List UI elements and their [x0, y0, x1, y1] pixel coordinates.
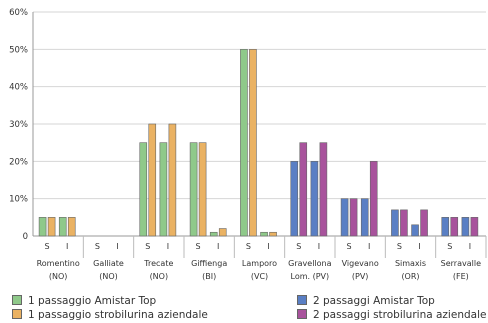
legend-item-2: 1 passaggio strobilurina aziendale	[12, 309, 208, 321]
y-tick-label: 20%	[9, 157, 28, 167]
legend-label: 1 passaggio Amistar Top	[28, 295, 157, 307]
sub-category-label: S	[45, 242, 50, 251]
category-province-label: Lom. (PV)	[291, 272, 330, 281]
bar-chart: 0 10% 20% 30% 40% 50% 60% S I Romentino (NO) S I Gall…	[9, 8, 487, 281]
bar	[319, 142, 328, 237]
sub-category-label: S	[447, 242, 452, 251]
sub-category-label: S	[95, 242, 100, 251]
bar	[349, 198, 358, 237]
bar	[189, 142, 198, 237]
bar	[441, 217, 450, 237]
legend-swatch	[297, 295, 307, 305]
bar	[269, 231, 277, 237]
category-label: Galliate	[93, 259, 124, 268]
legend-label: 2 passaggi strobilurina aziendale	[313, 309, 487, 321]
category-province-label: (NO)	[99, 272, 118, 281]
sub-category-label: S	[246, 242, 251, 251]
category-province-label: (VC)	[251, 272, 268, 281]
sub-category-label: S	[347, 242, 352, 251]
y-tick-label: 40%	[9, 83, 28, 93]
bar	[299, 142, 308, 237]
y-tick-label: 10%	[9, 195, 28, 205]
category-province-label: (NO)	[49, 272, 68, 281]
legend-label: 1 passaggio strobilurina aziendale	[28, 309, 208, 321]
sub-category-label: I	[368, 242, 370, 251]
bar	[47, 217, 56, 237]
y-tick-label: 0	[23, 232, 28, 242]
y-tick-label: 50%	[9, 45, 28, 55]
legend-item-1: 1 passaggio Amistar Top	[12, 295, 156, 307]
category-label: Trecate	[143, 259, 173, 268]
category-label: Simaxis	[395, 259, 426, 268]
sub-category-label: I	[469, 242, 471, 251]
category-province-label: (OR)	[401, 272, 419, 281]
bar	[159, 142, 168, 237]
bar	[450, 217, 459, 237]
bar	[340, 198, 349, 237]
bar	[470, 217, 479, 237]
bar	[168, 123, 177, 237]
category-label: Giffienga	[191, 259, 227, 268]
bar	[420, 209, 428, 237]
category-label: Gravellona	[288, 259, 331, 268]
category-province-label: (NO)	[150, 272, 169, 281]
category-province-label: (FE)	[453, 272, 469, 281]
bar	[58, 217, 67, 237]
bar	[411, 224, 419, 237]
bar	[369, 161, 378, 237]
legend-item-4: 2 passaggi strobilurina aziendale	[297, 309, 486, 321]
bar	[360, 198, 369, 237]
bar	[310, 161, 319, 237]
sub-category-label: I	[167, 242, 169, 251]
category-label: Lamporo	[242, 259, 277, 268]
bar	[148, 123, 157, 237]
bar	[391, 209, 399, 237]
sub-category-label: I	[418, 242, 420, 251]
category-label: Serravalle	[441, 259, 481, 268]
bar	[209, 231, 218, 237]
sub-category-label: I	[267, 242, 269, 251]
legend-swatch	[12, 295, 22, 305]
bar	[240, 49, 248, 237]
category-province-label: (BI)	[202, 272, 216, 281]
sub-category-label: S	[397, 242, 402, 251]
bar	[198, 142, 207, 237]
sub-category-label: S	[196, 242, 201, 251]
sub-category-label: I	[116, 242, 118, 251]
y-tick-label: 60%	[9, 8, 28, 18]
bar	[67, 217, 76, 237]
legend-swatch	[12, 309, 22, 319]
bar	[249, 49, 257, 237]
bar	[139, 142, 148, 237]
bar	[260, 231, 268, 237]
sub-category-label: S	[296, 242, 301, 251]
bar	[461, 217, 470, 237]
bar	[400, 209, 408, 237]
legend-label: 2 passaggi Amistar Top	[313, 295, 435, 307]
y-tick-label: 30%	[9, 120, 28, 130]
bar	[290, 161, 299, 237]
legend-swatch	[297, 309, 307, 319]
sub-category-label: S	[145, 242, 150, 251]
sub-category-label: I	[66, 242, 68, 251]
sub-category-label: I	[318, 242, 320, 251]
category-label: Vigevano	[342, 259, 379, 268]
bar	[38, 217, 47, 237]
legend-item-3: 2 passaggi Amistar Top	[297, 295, 435, 307]
bar	[218, 228, 227, 237]
category-label: Romentino	[37, 259, 80, 268]
sub-category-label: I	[217, 242, 219, 251]
category-province-label: (PV)	[352, 272, 369, 281]
